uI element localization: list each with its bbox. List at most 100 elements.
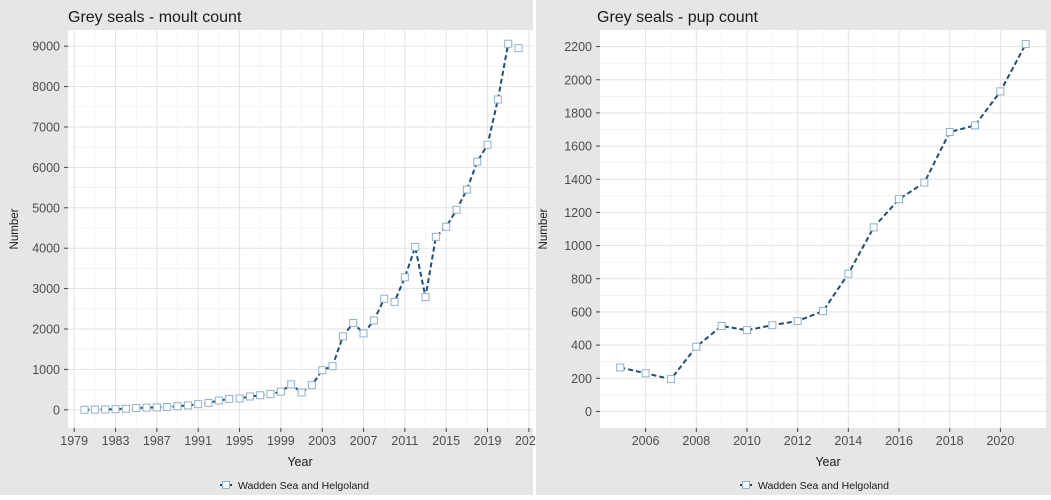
- pup-data-point: [844, 269, 853, 278]
- pup-tick-labels: 0 200 400 600 800 1000 1200 1400 1600 1800 2000 220…: [564, 40, 1014, 448]
- moult-tick-labels: 0 1000 2000 3000 4000 5000 6000 7000 8000 9000 197…: [32, 40, 543, 448]
- moult-data-point: [462, 185, 471, 194]
- pup-legend-marker: [742, 481, 750, 489]
- pup-data-point: [742, 326, 751, 335]
- moult-data-point: [493, 95, 502, 104]
- moult-data-point: [442, 222, 451, 231]
- pup-y-tick-label: 1800: [564, 106, 592, 120]
- moult-y-tick-label: 6000: [32, 161, 60, 175]
- pup-x-tick-label: 2020: [986, 434, 1014, 448]
- moult-data-point: [287, 380, 296, 389]
- moult-legend-label: Wadden Sea and Helgoland: [238, 480, 369, 492]
- moult-x-tick-label: 1999: [267, 434, 295, 448]
- moult-data-point: [349, 318, 358, 327]
- pup-x-tick-label: 2018: [936, 434, 964, 448]
- moult-data-point: [266, 390, 275, 399]
- moult-data-point: [245, 392, 254, 401]
- moult-x-axis-label: Year: [287, 455, 312, 469]
- moult-data-point: [132, 403, 141, 412]
- moult-x-tick-label: 2007: [350, 434, 378, 448]
- moult-x-tick-label: 2015: [432, 434, 460, 448]
- moult-data-point: [328, 362, 337, 371]
- pup-data-point: [971, 121, 980, 130]
- moult-x-tick-label: 1995: [226, 434, 254, 448]
- moult-y-tick-label: 1000: [32, 363, 60, 377]
- moult-x-tick-label: 1987: [143, 434, 171, 448]
- moult-data-point: [411, 242, 420, 251]
- pup-series-layer: [616, 40, 1030, 384]
- moult-data-point: [380, 294, 389, 303]
- moult-data-point: [235, 394, 244, 403]
- moult-series-layer: [80, 39, 523, 414]
- pup-count-chart: 0 200 400 600 800 1000 1200 1400 1600 1800 2000 220…: [536, 0, 1051, 495]
- pup-data-point: [717, 322, 726, 331]
- moult-y-tick-label: 4000: [32, 242, 60, 256]
- moult-chart-title: Grey seals - moult count: [68, 9, 242, 26]
- pup-data-point: [793, 317, 802, 326]
- pup-x-tick-label: 2008: [682, 434, 710, 448]
- moult-y-tick-label: 5000: [32, 201, 60, 215]
- moult-data-point: [318, 366, 327, 375]
- pup-data-point: [616, 363, 625, 372]
- moult-data-point: [421, 293, 430, 302]
- moult-legend: Wadden Sea and Helgoland: [220, 480, 369, 492]
- pup-y-tick-label: 1200: [564, 206, 592, 220]
- moult-x-tick-label: 2011: [391, 434, 418, 448]
- moult-data-point: [121, 404, 130, 413]
- pup-data-point: [1021, 40, 1030, 49]
- moult-data-point: [504, 39, 513, 48]
- moult-x-tick-label: 2023: [515, 434, 543, 448]
- moult-x-tick-label: 1979: [60, 434, 88, 448]
- pup-data-point: [920, 178, 929, 187]
- pup-gridlines: [600, 30, 1046, 428]
- pup-y-tick-label: 1000: [564, 239, 592, 253]
- pup-y-tick-label: 2200: [564, 40, 592, 54]
- pup-x-tick-label: 2006: [632, 434, 660, 448]
- moult-data-point: [152, 403, 161, 412]
- moult-x-tick-label: 1991: [184, 434, 212, 448]
- moult-y-tick-label: 2000: [32, 323, 60, 337]
- pup-y-tick-label: 1400: [564, 173, 592, 187]
- pup-data-point: [945, 127, 954, 136]
- moult-data-point: [400, 273, 409, 282]
- pup-chart-title: Grey seals - pup count: [597, 9, 759, 26]
- moult-data-point: [473, 157, 482, 166]
- moult-legend-marker: [222, 481, 230, 489]
- pup-y-tick-label: 400: [571, 339, 592, 353]
- pup-data-point: [895, 195, 904, 204]
- pup-data-point: [768, 321, 777, 330]
- pup-y-axis-label: Number: [538, 208, 550, 249]
- pup-x-tick-label: 2014: [834, 434, 862, 448]
- pup-x-tick-label: 2012: [784, 434, 812, 448]
- moult-data-point: [194, 400, 203, 409]
- moult-data-point: [307, 381, 316, 390]
- moult-x-tick-label: 2019: [474, 434, 502, 448]
- pup-x-axis-label: Year: [815, 455, 840, 469]
- pup-data-point: [996, 87, 1005, 96]
- moult-data-point: [214, 396, 223, 405]
- pup-y-tick-label: 1600: [564, 140, 592, 154]
- pup-y-tick-label: 0: [585, 405, 592, 419]
- pup-legend-label: Wadden Sea and Helgoland: [758, 480, 889, 492]
- moult-data-point: [297, 388, 306, 397]
- moult-data-point: [111, 405, 120, 414]
- moult-data-point: [359, 329, 368, 338]
- moult-x-tick-label: 2003: [308, 434, 336, 448]
- moult-y-tick-label: 8000: [32, 80, 60, 94]
- moult-data-point: [452, 205, 461, 214]
- moult-data-point: [369, 316, 378, 325]
- moult-data-point: [431, 232, 440, 241]
- moult-data-point: [338, 332, 347, 341]
- moult-data-point: [163, 402, 172, 411]
- moult-x-tick-label: 1983: [102, 434, 130, 448]
- moult-count-chart: 0 1000 2000 3000 4000 5000 6000 7000 8000 9000 197…: [0, 0, 543, 495]
- moult-data-point: [101, 405, 110, 414]
- pup-data-point: [641, 369, 650, 378]
- moult-data-point: [80, 405, 89, 414]
- moult-data-point: [204, 398, 213, 407]
- moult-data-point: [225, 394, 234, 403]
- moult-plot-area: [68, 30, 533, 428]
- moult-y-tick-label: 9000: [32, 40, 60, 54]
